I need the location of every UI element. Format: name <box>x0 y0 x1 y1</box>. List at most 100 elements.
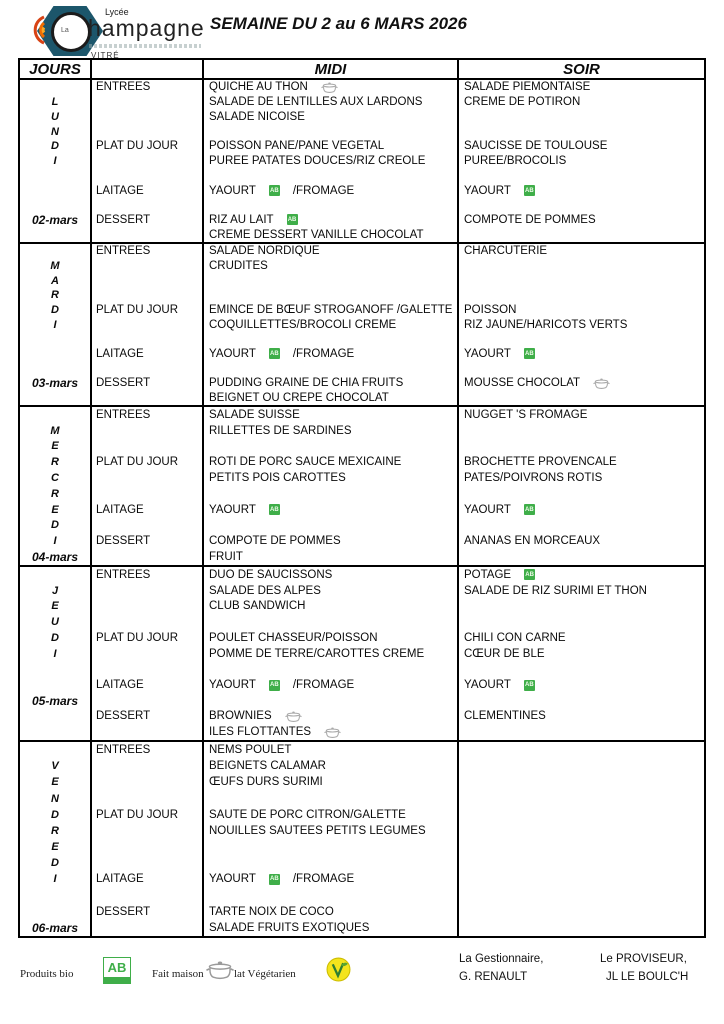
category-label <box>92 273 204 288</box>
category-label <box>92 361 204 376</box>
menu-item-midi: YAOURT <box>209 347 256 360</box>
soir-cell: YAOURT AB <box>459 346 704 361</box>
category-label <box>92 287 204 303</box>
menu-item-soir: PATES/POIVRONS ROTIS <box>464 472 603 485</box>
produits-bio-icon: AB <box>103 957 131 984</box>
category-label <box>92 227 204 243</box>
midi-cell <box>204 124 459 139</box>
menu-item-midi: SAUTE DE PORC CITRON/GALETTE <box>209 808 406 821</box>
midi-cell: NEMS POULET <box>204 742 459 759</box>
menu-line: ILES FLOTTANTES <box>20 724 704 741</box>
soir-cell: COMPOTE DE POMMES <box>459 213 704 228</box>
menu-item-midi: YAOURT <box>209 679 256 691</box>
menu-item-soir: SALADE PIEMONTAISE <box>464 81 591 94</box>
category-label: DESSERT <box>92 903 204 920</box>
midi-cell <box>204 438 459 455</box>
proviseur-name: JL LE BOULC'H <box>606 971 689 983</box>
category-label <box>92 422 204 439</box>
menu-line <box>20 168 704 184</box>
column-header-midi: MIDI <box>204 60 459 78</box>
produits-bio-icon: AB <box>286 214 298 226</box>
category-label <box>92 390 204 406</box>
midi-cell <box>204 887 459 904</box>
soir-cell: RIZ JAUNE/HARICOTS VERTS <box>459 317 704 332</box>
soir-cell <box>459 288 704 303</box>
soir-cell <box>459 920 704 936</box>
soir-cell <box>459 598 704 614</box>
column-header-jours: JOURS <box>20 60 92 78</box>
menu-item-soir: BROCHETTE PROVENCALE <box>464 456 617 469</box>
midi-cell: ŒUFS DURS SURIMI <box>204 774 459 791</box>
midi-cell: SALADE DES ALPES <box>204 582 459 599</box>
menu-line: LAITAGE YAOURT AB/FROMAGE YAOURT AB <box>20 346 704 362</box>
produits-bio-icon: AB <box>268 348 280 360</box>
menu-item-midi: COQUILLETTES/BROCOLI CREME <box>209 318 397 331</box>
day-letter: M <box>20 422 92 439</box>
menu-item-midi: YAOURT <box>209 184 256 197</box>
menu-item-midi: ŒUFS DURS SURIMI <box>209 776 323 789</box>
category-label: LAITAGE <box>92 677 204 693</box>
soir-cell <box>459 361 704 376</box>
legend-produits-bio-label: Produits bio <box>20 968 74 980</box>
day-date: 06-mars <box>20 919 92 937</box>
midi-cell: NOUILLES SAUTEES PETITS LEGUMES <box>204 822 459 840</box>
day-date: 05-mars <box>20 692 92 709</box>
menu-item-midi: SALADE DES ALPES <box>209 584 321 597</box>
signature-gestionnaire: La Gestionnaire, G. RENAULT <box>459 950 543 986</box>
category-label <box>92 197 204 213</box>
menu-line: I LAITAGE YAOURT AB/FROMAGE <box>20 871 704 888</box>
soir-cell <box>459 758 704 774</box>
day-letter: I <box>20 533 92 550</box>
menu-line: D PLAT DU JOUR SAUTE DE PORC CITRON/GALETT… <box>20 806 704 823</box>
category-label: PLAT DU JOUR <box>92 138 204 154</box>
menu-item-soir: CHARCUTERIE <box>464 245 548 258</box>
midi-cell: TARTE NOIX DE COCO <box>204 903 459 920</box>
legend-fait-maison-label: Fait maison <box>152 968 204 980</box>
soir-cell <box>459 871 704 887</box>
soir-cell <box>459 439 704 455</box>
soir-cell: ANANAS EN MORCEAUX <box>459 533 704 549</box>
menu-line <box>20 361 704 376</box>
menu-item-soir: YAOURT <box>464 347 511 360</box>
produits-bio-icon: AB <box>523 679 535 691</box>
menu-line: D <box>20 855 704 872</box>
logo-circle: La <box>51 12 91 52</box>
midi-cell: RIZ AU LAIT AB <box>204 212 459 228</box>
midi-cell: SALADE NORDIQUE <box>204 244 459 259</box>
menu-item-midi: POULET CHASSEUR/POISSON <box>209 631 378 644</box>
soir-cell <box>459 124 704 139</box>
fait-maison-icon <box>324 726 341 739</box>
soir-cell: YAOURT AB <box>459 183 704 198</box>
day-letter <box>20 567 92 583</box>
soir-cell: POISSON <box>459 303 704 318</box>
day-letter: D <box>20 517 92 534</box>
day-letter <box>20 244 92 259</box>
midi-cell <box>204 331 459 347</box>
menu-line: R <box>20 287 704 303</box>
produits-bio-icon: AB <box>523 348 535 360</box>
menu-item-soir: SAUCISSE DE TOULOUSE <box>464 140 608 153</box>
menu-line: E LAITAGE YAOURT AB YAOURT AB <box>20 501 704 518</box>
category-label <box>92 109 204 125</box>
menu-item-midi: CREME DESSERT VANILLE CHOCOLAT <box>209 228 424 241</box>
menu-item-midi: BEIGNET OU CREPE CHOCOLAT <box>209 391 389 404</box>
category-label <box>92 887 204 904</box>
produits-bio-icon: AB <box>523 185 535 196</box>
menu-line: M CRUDITES <box>20 258 704 274</box>
midi-cell: QUICHE AU THON <box>204 80 459 95</box>
menu-line: CREME DESSERT VANILLE CHOCOLAT <box>20 227 704 243</box>
soir-cell <box>459 823 704 839</box>
category-label <box>92 822 204 840</box>
day-letter: I <box>20 153 92 169</box>
midi-cell: PETITS POIS CAROTTES <box>204 470 459 486</box>
soir-cell: BROCHETTE PROVENCALE <box>459 454 704 470</box>
fait-maison-icon <box>321 81 338 94</box>
category-label <box>92 598 204 615</box>
category-label: DESSERT <box>92 212 204 228</box>
menu-item-midi: PUDDING GRAINE DE CHIA FRUITS <box>209 377 404 390</box>
soir-cell <box>459 227 704 242</box>
day-date: 04-mars <box>20 549 92 565</box>
menu-item-midi: PUREE PATATES DOUCES/RIZ CREOLE <box>209 155 426 168</box>
logo-la-text: La <box>61 27 69 34</box>
midi-cell <box>204 661 459 678</box>
